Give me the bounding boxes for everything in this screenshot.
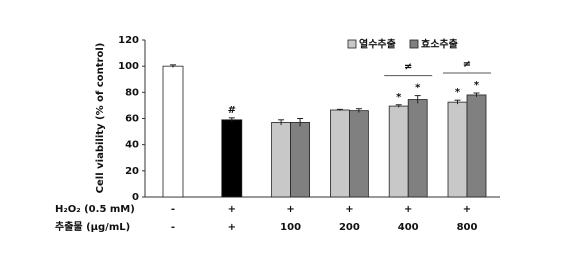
legend-label: 효소추출 (421, 38, 458, 51)
y-tick-label: 80 (125, 87, 139, 98)
bar-annotation: * (415, 83, 421, 94)
bar (466, 94, 487, 198)
row-label: 추출물 (μg/mL) (55, 220, 130, 233)
x-tick-label: - (171, 222, 175, 233)
x-tick-label: - (171, 204, 175, 215)
y-tick-label: 120 (118, 35, 139, 46)
x-tick-label: + (228, 204, 236, 215)
y-tick-label: 0 (132, 192, 139, 203)
x-tick-label: + (463, 204, 471, 215)
bar-annotation: # (228, 105, 236, 116)
bar-annotation: * (474, 80, 480, 91)
y-tick-label: 100 (118, 61, 139, 72)
bar-annotation: * (455, 87, 461, 98)
x-tick-label: 200 (339, 222, 360, 233)
x-tick-label: 100 (280, 222, 301, 233)
legend-swatch (409, 39, 419, 49)
x-tick-label: + (286, 204, 294, 215)
x-tick-label: 400 (398, 222, 419, 233)
bar (407, 99, 428, 198)
bar (447, 101, 468, 198)
y-tick-label: 40 (125, 140, 139, 151)
bar-annotation: * (396, 92, 402, 103)
bar (271, 122, 292, 198)
bar (348, 110, 369, 198)
bar (290, 122, 311, 198)
x-tick-label: + (345, 204, 353, 215)
legend-swatch (347, 39, 357, 49)
x-tick-label: + (404, 204, 412, 215)
bar (221, 119, 243, 198)
bar (162, 65, 184, 198)
bar (388, 105, 409, 198)
legend-label: 열수추출 (359, 38, 396, 51)
y-tick-label: 60 (125, 114, 139, 125)
bracket-label: ≠ (404, 62, 412, 73)
y-axis-label: Cell viability (% of control) (95, 43, 106, 194)
row-label: H₂O₂ (0.5 mM) (55, 204, 135, 215)
bracket-label: ≠ (463, 59, 471, 70)
x-tick-label: 800 (457, 222, 478, 233)
bar (329, 109, 350, 198)
x-tick-label: + (228, 222, 236, 233)
y-tick-label: 20 (125, 166, 139, 177)
